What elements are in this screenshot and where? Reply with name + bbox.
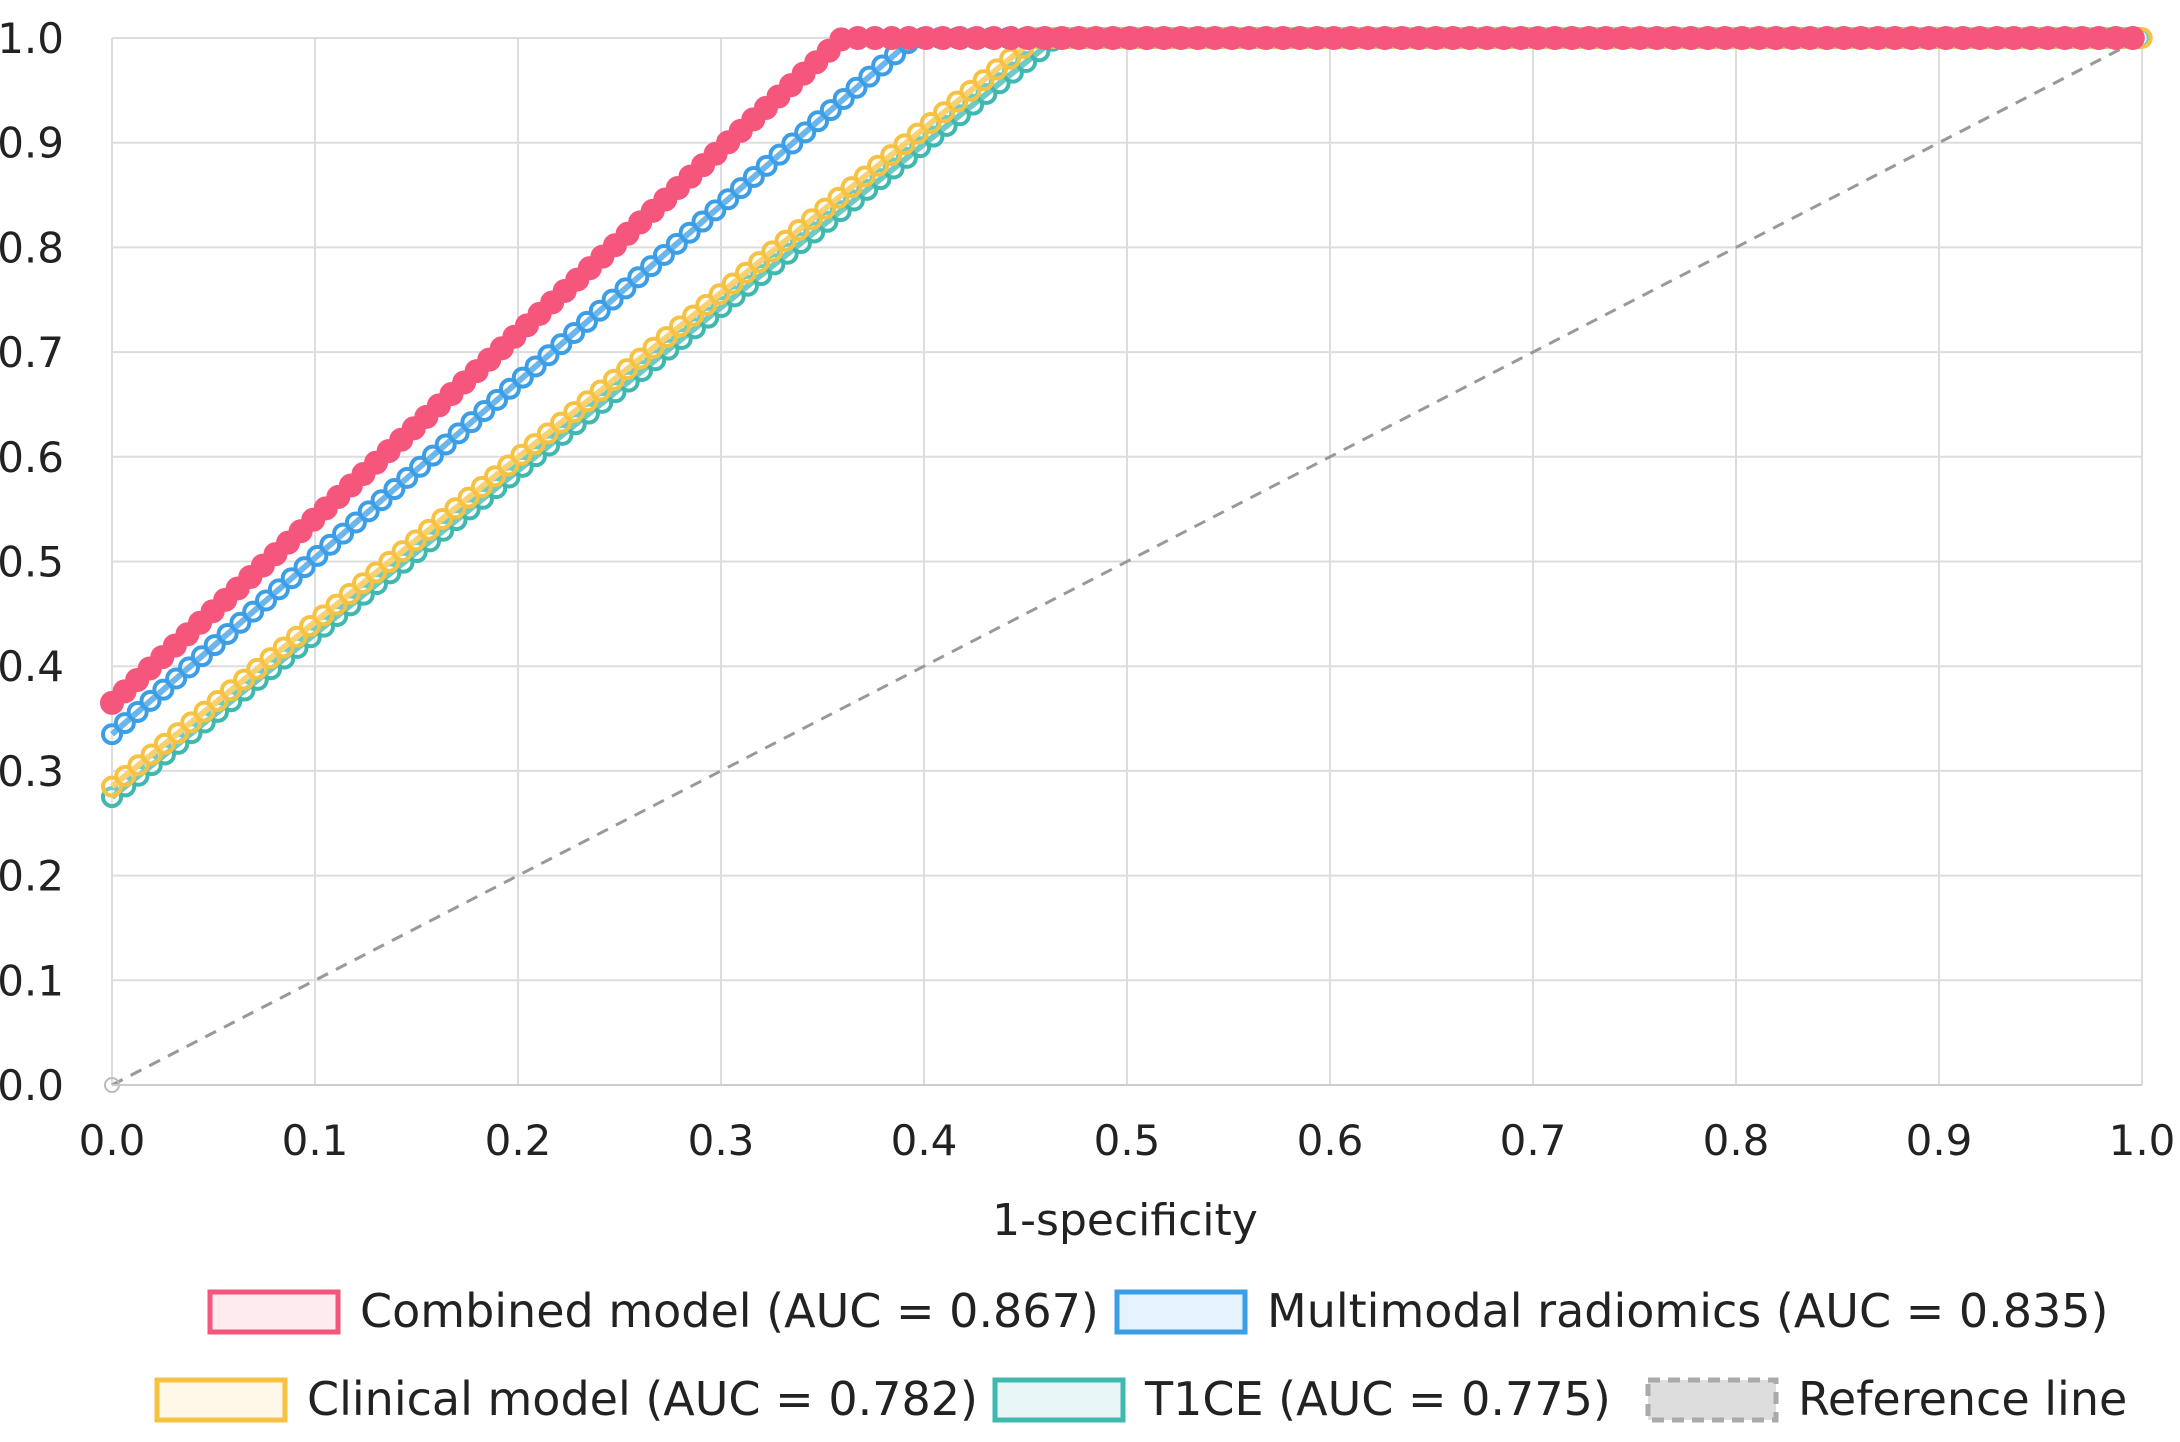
x-tick-label-10: 1.0 bbox=[2109, 1116, 2176, 1165]
x-tick-label-5: 0.5 bbox=[1094, 1116, 1161, 1165]
x-tick-label-1: 0.1 bbox=[282, 1116, 349, 1165]
legend-item-4: Reference line bbox=[1645, 1372, 2127, 1426]
legend: Combined model (AUC = 0.867) Multimodal r… bbox=[154, 1284, 2127, 1426]
x-tick-label-3: 0.3 bbox=[688, 1116, 755, 1165]
series-1 bbox=[101, 27, 2142, 746]
legend-item-0: Combined model (AUC = 0.867) bbox=[207, 1284, 1099, 1338]
y-tick-label-6: 0.6 bbox=[0, 433, 64, 482]
legend-swatch-4 bbox=[1645, 1377, 1779, 1423]
x-tick-label-2: 0.2 bbox=[485, 1116, 552, 1165]
x-tick-label-0: 0.0 bbox=[79, 1116, 146, 1165]
legend-label-1: Multimodal radiomics (AUC = 0.835) bbox=[1267, 1284, 2109, 1338]
legend-label-3: T1CE (AUC = 0.775) bbox=[1144, 1372, 1611, 1426]
reference-line bbox=[111, 36, 2143, 1087]
legend-swatch-1 bbox=[1114, 1289, 1248, 1335]
series-0-point bbox=[2120, 26, 2145, 50]
y-tick-label-10: 1.0 bbox=[0, 14, 64, 63]
x-tick-label-9: 0.9 bbox=[1906, 1116, 1973, 1165]
legend-swatch-0 bbox=[207, 1289, 341, 1335]
legend-item-3: T1CE (AUC = 0.775) bbox=[992, 1372, 1611, 1426]
x-tick-label-7: 0.7 bbox=[1500, 1116, 1567, 1165]
x-axis-title: 1-specificity bbox=[992, 1195, 1258, 1246]
x-tick-label-4: 0.4 bbox=[891, 1116, 958, 1165]
legend-label-0: Combined model (AUC = 0.867) bbox=[360, 1284, 1099, 1338]
y-tick-label-2: 0.2 bbox=[0, 852, 64, 901]
legend-label-4: Reference line bbox=[1798, 1372, 2127, 1426]
y-tick-label-1: 0.1 bbox=[0, 956, 64, 1005]
y-tick-label-4: 0.4 bbox=[0, 642, 64, 691]
legend-label-2: Clinical model (AUC = 0.782) bbox=[307, 1372, 978, 1426]
y-tick-label-8: 0.8 bbox=[0, 223, 64, 272]
y-tick-label-7: 0.7 bbox=[0, 328, 64, 377]
x-tick-label-8: 0.8 bbox=[1703, 1116, 1770, 1165]
x-tick-label-6: 0.6 bbox=[1297, 1116, 1364, 1165]
legend-swatch-3 bbox=[992, 1377, 1126, 1423]
legend-item-1: Multimodal radiomics (AUC = 0.835) bbox=[1114, 1284, 2109, 1338]
y-tick-label-9: 0.9 bbox=[0, 119, 64, 168]
axes: 0.0 0.1 0.2 0.3 0.4 0.5 0.6 0.7 0.8 0.9 1.0 0.0 0.1 0… bbox=[0, 14, 2175, 1165]
series-layer bbox=[100, 26, 2153, 809]
series-0 bbox=[100, 26, 2145, 715]
legend-item-2: Clinical model (AUC = 0.782) bbox=[154, 1372, 978, 1426]
y-tick-label-3: 0.3 bbox=[0, 747, 64, 796]
y-tick-label-0: 0.0 bbox=[0, 1061, 64, 1110]
legend-swatch-2 bbox=[154, 1377, 288, 1423]
y-tick-label-5: 0.5 bbox=[0, 538, 64, 587]
